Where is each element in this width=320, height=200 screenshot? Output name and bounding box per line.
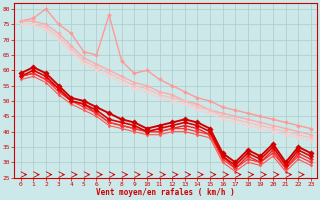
X-axis label: Vent moyen/en rafales ( km/h ): Vent moyen/en rafales ( km/h ) [96, 188, 235, 197]
